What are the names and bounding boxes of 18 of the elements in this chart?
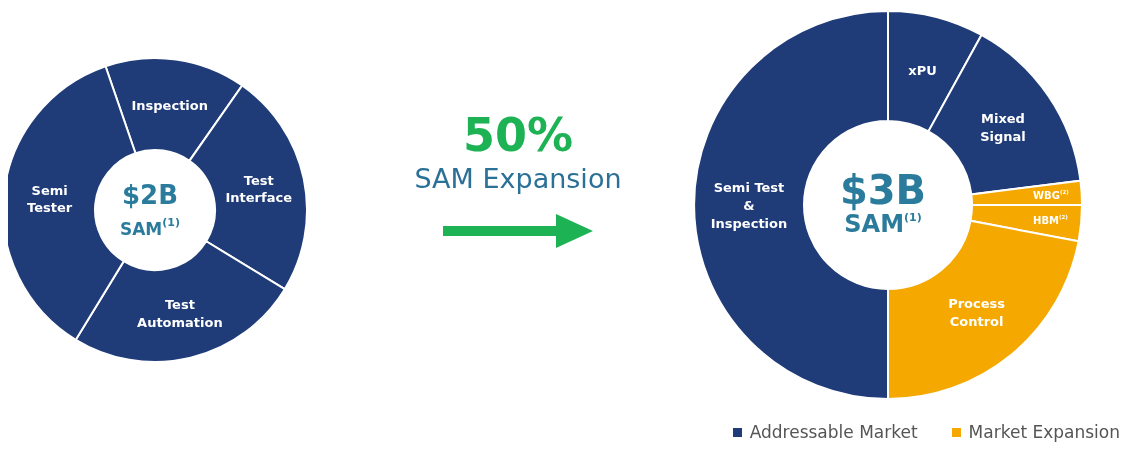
text: SAM$^{(1)}$ xyxy=(844,210,922,238)
slice-label: Test Interface xyxy=(225,172,293,205)
text: $3B xyxy=(839,167,927,213)
slice-label: Test Automation xyxy=(137,296,223,330)
slice-label: Semi Tester xyxy=(27,182,73,215)
slice-label: Inspection xyxy=(131,97,209,113)
slice-label: WBG$^{(2)}$ xyxy=(1033,188,1070,201)
slice-label: Process Control xyxy=(948,295,1006,329)
text: Addressable Market xyxy=(749,422,918,442)
text: SAM$^{(1)}$ xyxy=(119,216,181,239)
slice-label: xPU xyxy=(908,62,937,78)
text: 50% xyxy=(462,108,574,162)
text: SAM Expansion xyxy=(414,163,622,195)
text: Market Expansion xyxy=(968,422,1120,442)
slice-label: Mixed Signal xyxy=(980,110,1026,144)
text: $2B xyxy=(122,180,178,210)
slice-label: Semi Test & Inspection xyxy=(710,179,788,231)
slice-label: HBM$^{(2)}$ xyxy=(1033,214,1069,226)
